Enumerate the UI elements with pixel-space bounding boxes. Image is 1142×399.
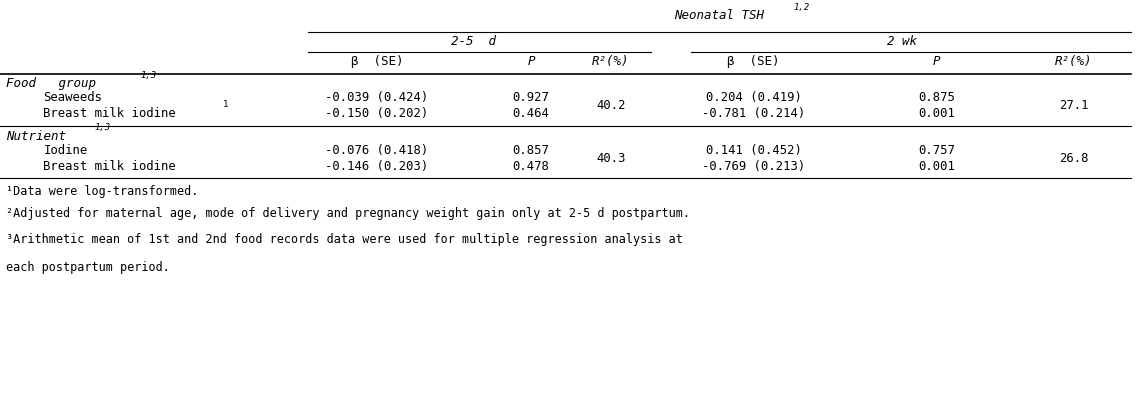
Text: 2-5  d: 2-5 d xyxy=(451,36,497,48)
Text: 1: 1 xyxy=(223,101,228,109)
Text: 27.1: 27.1 xyxy=(1059,99,1088,112)
Text: R²(%): R²(%) xyxy=(593,55,629,68)
Text: 0.875: 0.875 xyxy=(918,91,955,104)
Text: P: P xyxy=(933,55,940,68)
Text: Nutrient: Nutrient xyxy=(6,130,66,143)
Text: ³Arithmetic mean of 1st and 2nd food records data were used for multiple regress: ³Arithmetic mean of 1st and 2nd food rec… xyxy=(6,233,683,246)
Text: 40.2: 40.2 xyxy=(596,99,626,112)
Text: Seaweeds: Seaweeds xyxy=(43,91,103,104)
Text: 0.464: 0.464 xyxy=(513,107,549,120)
Text: ²Adjusted for maternal age, mode of delivery and pregnancy weight gain only at 2: ²Adjusted for maternal age, mode of deli… xyxy=(6,207,690,220)
Text: 26.8: 26.8 xyxy=(1059,152,1088,165)
Text: 40.3: 40.3 xyxy=(596,152,626,165)
Text: 0.204 (0.419): 0.204 (0.419) xyxy=(706,91,802,104)
Text: 0.001: 0.001 xyxy=(918,107,955,120)
Text: 0.857: 0.857 xyxy=(513,144,549,157)
Text: 1,2: 1,2 xyxy=(794,3,810,12)
Text: 0.001: 0.001 xyxy=(918,160,955,173)
Text: -0.769 (0.213): -0.769 (0.213) xyxy=(702,160,805,173)
Text: -0.150 (0.202): -0.150 (0.202) xyxy=(325,107,428,120)
Text: 1,3: 1,3 xyxy=(140,71,156,79)
Text: 0.141 (0.452): 0.141 (0.452) xyxy=(706,144,802,157)
Text: Breast milk iodine: Breast milk iodine xyxy=(43,107,176,120)
Text: 0.927: 0.927 xyxy=(513,91,549,104)
Text: Neonatal TSH: Neonatal TSH xyxy=(675,10,764,22)
Text: each postpartum period.: each postpartum period. xyxy=(6,261,169,274)
Text: ¹Data were log-transformed.: ¹Data were log-transformed. xyxy=(6,185,198,198)
Text: 0.757: 0.757 xyxy=(918,144,955,157)
Text: β  (SE): β (SE) xyxy=(351,55,403,68)
Text: -0.039 (0.424): -0.039 (0.424) xyxy=(325,91,428,104)
Text: 0.478: 0.478 xyxy=(513,160,549,173)
Text: P: P xyxy=(528,55,534,68)
Text: Food   group: Food group xyxy=(6,77,96,90)
Text: Iodine: Iodine xyxy=(43,144,88,157)
Text: R²(%): R²(%) xyxy=(1055,55,1092,68)
Text: -0.146 (0.203): -0.146 (0.203) xyxy=(325,160,428,173)
Text: Breast milk iodine: Breast milk iodine xyxy=(43,160,176,173)
Text: 2 wk: 2 wk xyxy=(887,36,917,48)
Text: 1,3: 1,3 xyxy=(95,123,111,132)
Text: -0.781 (0.214): -0.781 (0.214) xyxy=(702,107,805,120)
Text: β  (SE): β (SE) xyxy=(727,55,780,68)
Text: -0.076 (0.418): -0.076 (0.418) xyxy=(325,144,428,157)
